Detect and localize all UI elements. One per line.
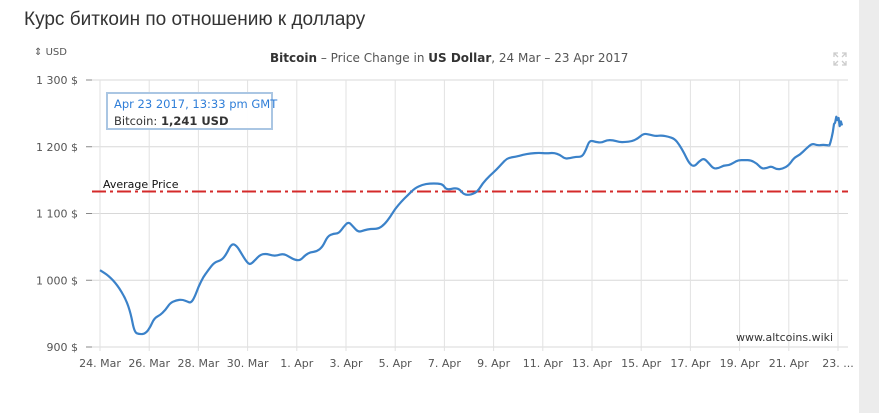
unit-selector[interactable]: ⇕ USD	[34, 47, 67, 58]
unit-label: USD	[45, 47, 67, 58]
chart-title-range: , 24 Mar – 23 Apr 2017	[491, 51, 629, 65]
series-line-bitcoin-tail	[828, 115, 844, 146]
x-tick-label: 11. Apr	[523, 357, 563, 370]
x-tick-label: 3. Apr	[329, 357, 362, 370]
y-tick-label: 1 200 $	[36, 141, 78, 154]
page-title: Курс биткоин по отношению к доллару	[24, 9, 366, 30]
chart-title-coin: Bitcoin	[270, 51, 318, 65]
chart-card: Курс биткоин по отношению к доллару 900 …	[0, 0, 859, 413]
x-tick-label: 13. Apr	[572, 357, 612, 370]
x-tick-label: 28. Mar	[178, 357, 220, 370]
x-tick-label: 24. Mar	[79, 357, 121, 370]
sort-arrows-icon: ⇕	[34, 47, 43, 58]
x-tick-label: 21. Apr	[769, 357, 809, 370]
y-tick-label: 1 100 $	[36, 208, 78, 221]
tooltip-value: 1,241 USD	[160, 114, 229, 128]
chart-title-currency: US Dollar	[428, 51, 492, 65]
x-tick-label: 30. Mar	[227, 357, 269, 370]
series-line-bitcoin	[99, 132, 831, 336]
x-tick-label: 17. Apr	[670, 357, 710, 370]
x-tick-label: 5. Apr	[379, 357, 412, 370]
x-tick-label: 1. Apr	[280, 357, 313, 370]
y-tick-label: 900 $	[47, 341, 79, 354]
tooltip-series-label: Bitcoin:	[114, 114, 161, 128]
x-tick-label: 23. ...	[822, 357, 853, 370]
tooltip-value-line: Bitcoin: 1,241 USD	[114, 114, 265, 128]
chart-title-sep: – Price Change in	[317, 51, 429, 65]
tooltip-date: Apr 23 2017, 13:33 pm GMT	[114, 97, 278, 111]
x-tick-label: 15. Apr	[621, 357, 661, 370]
x-tick-label: 9. Apr	[477, 357, 510, 370]
fullscreen-icon[interactable]	[833, 52, 847, 66]
chart-tooltip: Apr 23 2017, 13:33 pm GMT Bitcoin: 1,241…	[106, 92, 278, 130]
chart-title: Bitcoin – Price Change in US Dollar, 24 …	[270, 51, 628, 65]
watermark: www.altcoins.wiki	[736, 331, 834, 344]
x-tick-label: 7. Apr	[428, 357, 461, 370]
average-price-label: Average Price	[103, 178, 179, 191]
x-tick-label: 26. Mar	[128, 357, 170, 370]
x-tick-label: 19. Apr	[720, 357, 760, 370]
y-tick-label: 1 000 $	[36, 274, 78, 287]
y-tick-label: 1 300 $	[36, 74, 78, 87]
right-gutter	[859, 0, 879, 413]
